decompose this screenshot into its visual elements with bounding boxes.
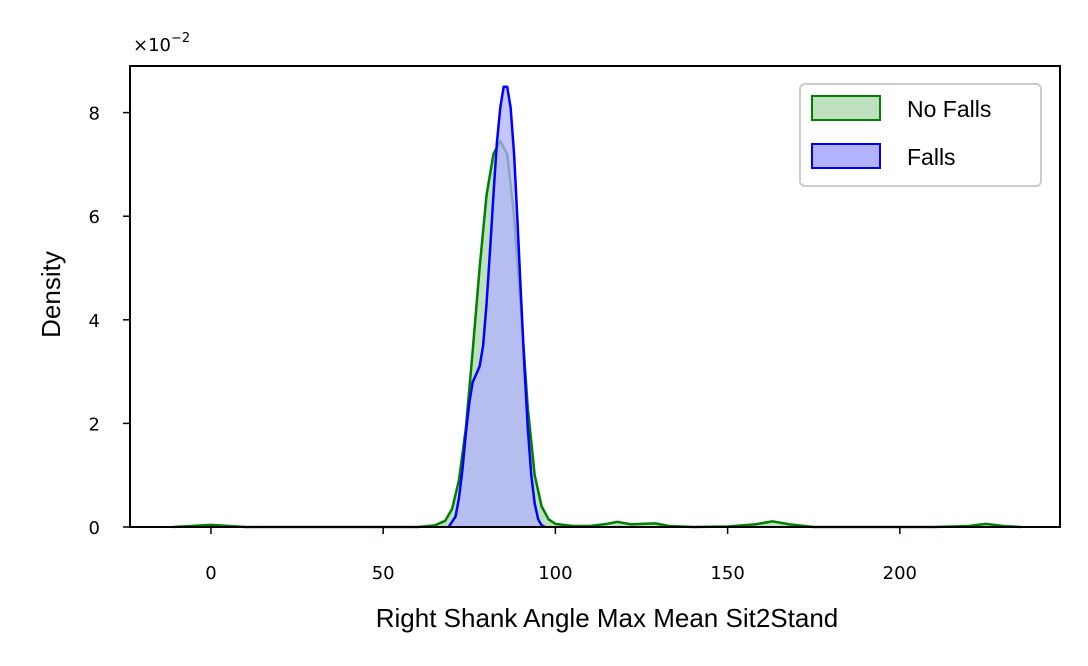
area-falls [448,86,546,527]
legend: No Falls Falls [799,83,1042,187]
legend-swatch-falls [811,143,881,169]
line-falls [447,85,546,529]
x-tick-label: 0 [205,563,216,584]
line-no-falls [173,139,1021,529]
legend-label-no-falls: No Falls [907,96,991,122]
legend-swatch-no-falls [811,95,881,121]
x-axis-label: Right Shank Angle Max Mean Sit2Stand [376,603,839,633]
y-tick-label: 8 [89,104,100,125]
y-tick-label: 0 [89,518,100,539]
plot-frame [129,65,1061,528]
y-ticks: 0 2 4 6 8 [89,104,130,539]
y-scale-exponent: −2 [171,31,190,46]
x-tick-label: 100 [538,563,572,584]
legend-label-falls: Falls [907,144,956,170]
y-axis-label: Density [36,251,66,338]
x-tick-label: 50 [372,563,395,584]
y-tick-label: 6 [89,207,100,228]
y-tick-label: 2 [89,414,100,435]
x-tick-label: 150 [710,563,744,584]
y-scale-base: ×10 [133,35,171,56]
x-ticks: 0 50 100 150 200 [205,527,917,584]
y-scale-offset: ×10−2 [133,31,190,56]
x-tick-label: 200 [883,563,917,584]
y-tick-label: 4 [89,311,100,332]
area-no-falls [173,141,1021,527]
